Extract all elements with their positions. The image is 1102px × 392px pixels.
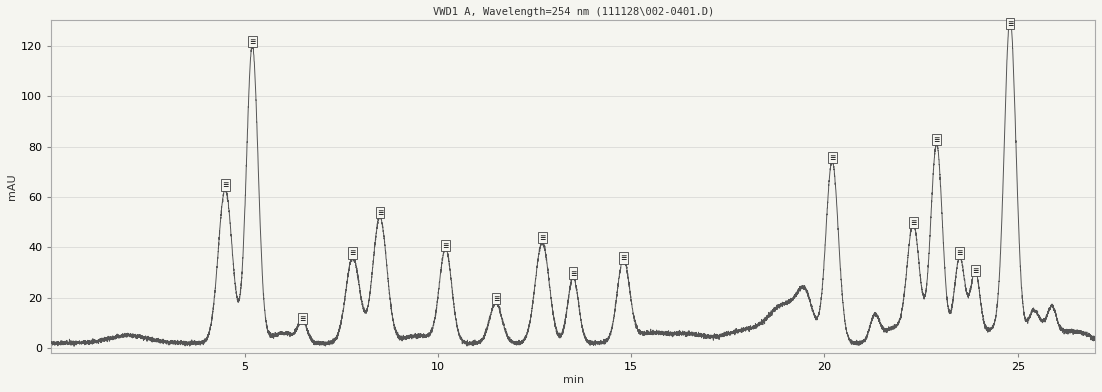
Text: ≡: ≡ (570, 269, 576, 278)
Text: ≡: ≡ (493, 294, 499, 303)
Text: ≡: ≡ (349, 249, 356, 258)
Text: ≡: ≡ (222, 180, 228, 189)
Text: ≡: ≡ (442, 241, 449, 250)
Title: VWD1 A, Wavelength=254 nm (111128\002-0401.D): VWD1 A, Wavelength=254 nm (111128\002-04… (432, 7, 714, 17)
X-axis label: min: min (563, 375, 584, 385)
Text: ≡: ≡ (300, 314, 305, 323)
Text: ≡: ≡ (249, 37, 256, 46)
Text: ≡: ≡ (910, 218, 917, 227)
Text: ≡: ≡ (377, 208, 383, 217)
Y-axis label: mAU: mAU (7, 174, 17, 200)
Text: ≡: ≡ (829, 152, 835, 162)
Text: ≡: ≡ (972, 266, 979, 275)
Text: ≡: ≡ (539, 233, 545, 242)
Text: ≡: ≡ (957, 249, 963, 258)
Text: ≡: ≡ (620, 254, 627, 263)
Text: ≡: ≡ (933, 135, 940, 144)
Text: ≡: ≡ (1007, 19, 1013, 28)
